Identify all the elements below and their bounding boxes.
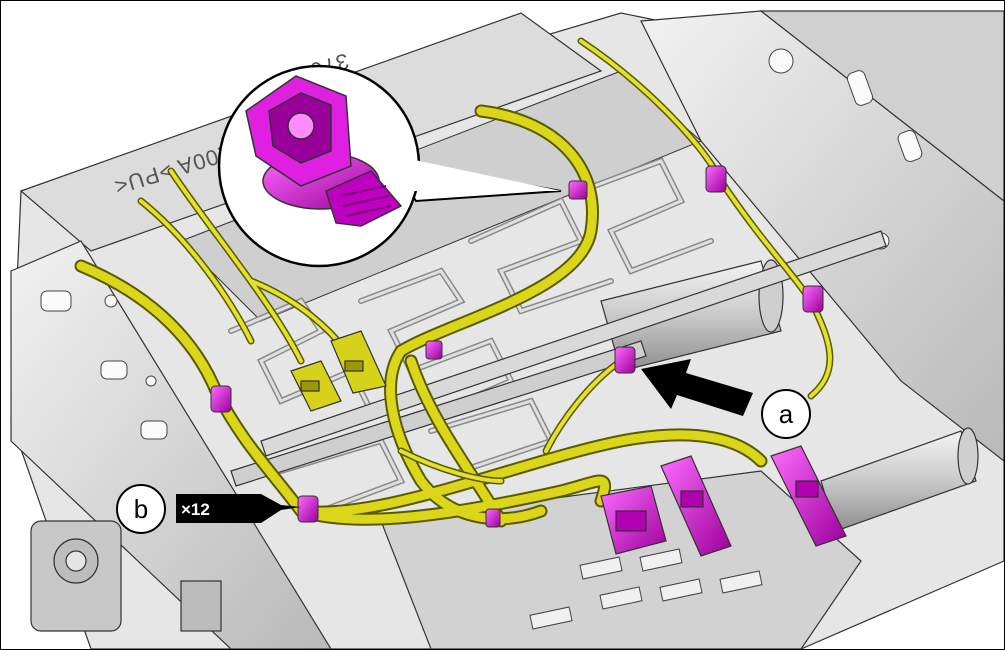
yellow-connector: [290, 360, 342, 412]
magenta-connector: [600, 485, 667, 555]
callout-arrow-icon: [641, 359, 753, 416]
callout-label-a: a: [779, 399, 794, 429]
magenta-connectors: [600, 445, 847, 557]
harness-clip-icon: [425, 340, 443, 360]
harness-clip-icon: [614, 346, 636, 374]
quantity-label: ×12: [181, 500, 210, 519]
harness-clips: [210, 165, 824, 528]
yellow-connectors: [290, 330, 387, 412]
callout-b: ×12 b: [116, 484, 301, 534]
harness-clip-icon: [568, 180, 588, 200]
callout-label-b: b: [134, 494, 148, 524]
harness-clip-icon: [485, 508, 501, 528]
seat-frame: [10, 10, 1004, 649]
enlarged-clip: [245, 75, 403, 227]
quantity-tag: [176, 494, 301, 523]
magenta-connector: [660, 455, 732, 557]
harness-clip-icon: [210, 385, 232, 413]
callout-a: a: [641, 359, 811, 439]
harness-clip-icon: [297, 495, 319, 523]
magnifier-bubble-icon: [217, 64, 562, 268]
harness-clip-icon: [802, 285, 824, 313]
harness-clip-icon: [705, 165, 727, 193]
yellow-connector: [330, 330, 387, 394]
magenta-connector: [770, 445, 847, 547]
